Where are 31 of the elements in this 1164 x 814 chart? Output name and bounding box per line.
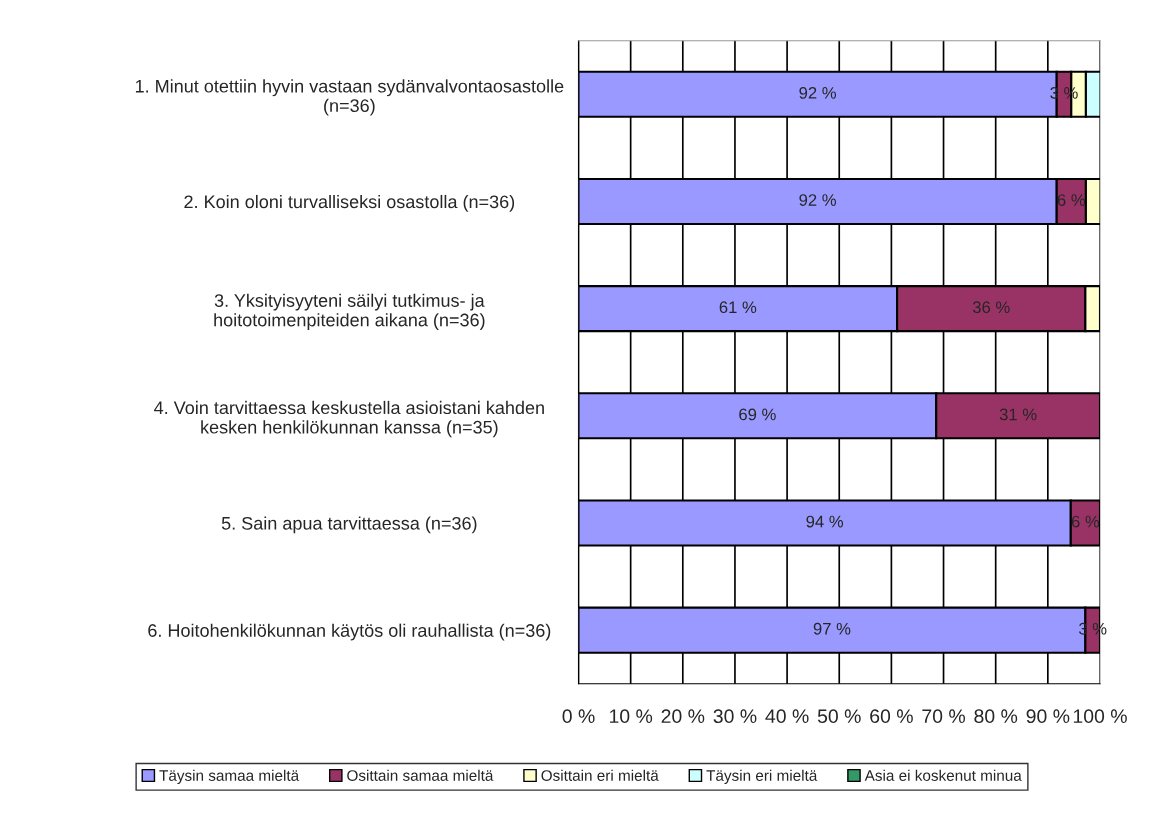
x-tick-label: 100 % [1073,709,1127,724]
data-label: 94 % [806,515,844,528]
legend-label: Täysin samaa mieltä [159,769,300,784]
legend-label: Osittain eri mieltä [541,769,659,781]
x-tick-label: 40 % [765,709,809,724]
x-tick-label: 30 % [713,709,757,724]
data-label: 97 % [813,622,851,635]
legend-label: Asia ei koskenut minua [864,769,1022,781]
x-tick-label: 80 % [974,709,1018,724]
x-tick-label: 0 % [562,709,595,724]
data-label: 92 % [799,86,836,99]
data-label: 6 % [1071,515,1100,528]
data-label: 69 % [739,408,776,421]
y-tick-label: 1. Minut otettiin hyvin vastaan sydänvalvontaosastolle (n=36) [135,79,564,116]
y-tick-label: 5. Sain apua tarvittaessa (n=36) [221,516,477,534]
data-label: 92 % [799,194,836,206]
x-tick-label: 70 % [922,709,966,724]
y-tick-label: 4. Voin tarvittaessa keskustella asioistani kahden kesken henkilökunnan kanssa (n=35) [154,400,544,438]
legend-label: Täysin eri mieltä [706,769,818,784]
y-tick-label: 3. Yksityisyyteni säilyi tutkimus- ja hoitotoimenpiteiden aikana (n=36) [214,293,485,330]
x-tick-label: 60 % [870,709,913,724]
data-label: 61 % [719,301,757,314]
x-tick-label: 10 % [609,709,653,724]
y-tick-label: 2. Koin oloni turvalliseksi osastolla (n=36) [184,194,515,212]
data-label: 31 % [999,408,1037,421]
y-tick-label: 6. Hoitohenkilökunnan käytös oli rauhallista (n=36) [148,623,551,641]
data-label: 36 % [972,301,1010,314]
x-tick-label: 90 % [1026,709,1070,724]
x-tick-label: 20 % [661,709,705,724]
x-tick-label: 50 % [817,709,861,724]
legend-label: Osittain samaa mieltä [347,769,494,781]
